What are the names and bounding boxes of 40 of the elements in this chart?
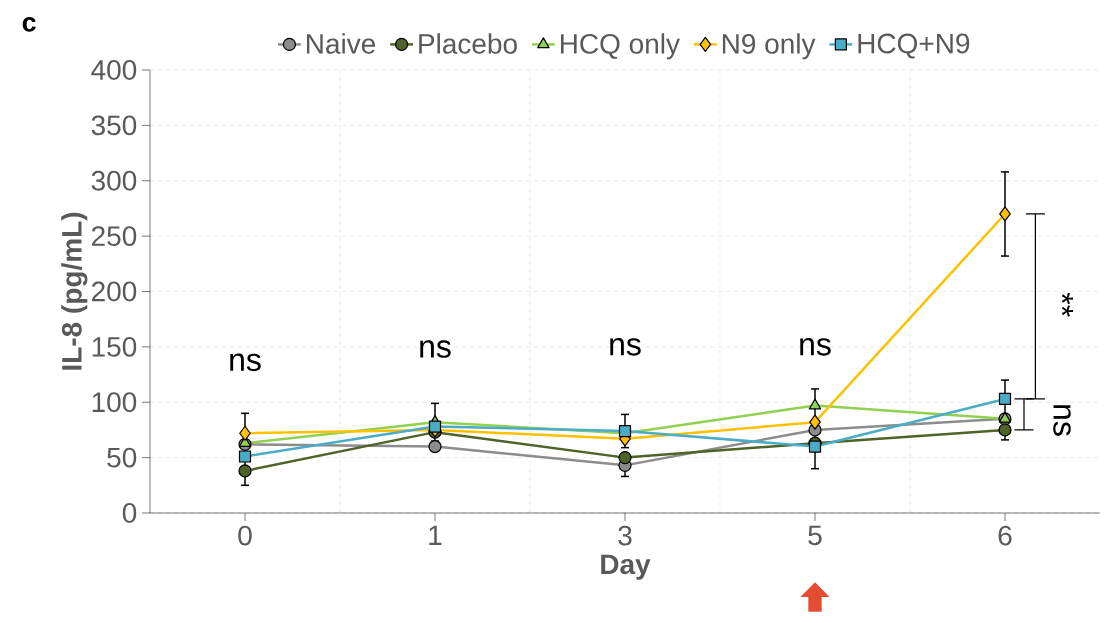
y-tick-label: 400 xyxy=(91,60,137,80)
point xyxy=(238,464,252,478)
x-tick-label: 5 xyxy=(808,525,822,546)
annotation: ** xyxy=(1061,292,1074,317)
point xyxy=(808,398,822,410)
text: c xyxy=(22,17,36,32)
point xyxy=(998,392,1012,406)
annotation: ns xyxy=(800,338,831,356)
y-axis-title: IL-8 (pg/mL) xyxy=(61,212,88,370)
y-tick-label: 50 xyxy=(107,447,137,468)
y-tick-label: 100 xyxy=(92,392,137,413)
annotation: ns xyxy=(420,340,451,358)
x-tick-label: 0 xyxy=(238,525,252,546)
annotation: ns xyxy=(610,338,641,356)
legend-label: Placebo xyxy=(419,33,517,54)
y-tick-label: 150 xyxy=(92,336,137,357)
point xyxy=(428,420,442,433)
annotation: ns xyxy=(230,353,261,372)
point xyxy=(239,425,251,441)
y-tick-label: 0 xyxy=(122,503,137,523)
legend-label: HCQ+N9 xyxy=(858,33,970,59)
y-tick-label: 250 xyxy=(91,226,137,247)
y-tick-label: 200 xyxy=(91,281,137,302)
x-tick-label: 3 xyxy=(618,525,632,546)
point xyxy=(428,439,442,454)
annotation: ns xyxy=(1053,405,1071,436)
point xyxy=(618,451,632,465)
y-tick-label: 300 xyxy=(91,170,137,191)
legend-label: HCQ only xyxy=(560,33,680,60)
point xyxy=(238,450,252,463)
point xyxy=(998,423,1012,437)
x-axis-title: Day xyxy=(601,554,651,580)
y-tick-label: 350 xyxy=(91,115,137,136)
point xyxy=(808,440,822,453)
point xyxy=(809,414,821,430)
x-tick-label: 6 xyxy=(998,525,1012,546)
point xyxy=(999,206,1011,222)
x-tick-label: 1 xyxy=(429,525,442,545)
legend-label: N9 only xyxy=(722,33,816,60)
legend-label: Naive xyxy=(307,33,376,54)
